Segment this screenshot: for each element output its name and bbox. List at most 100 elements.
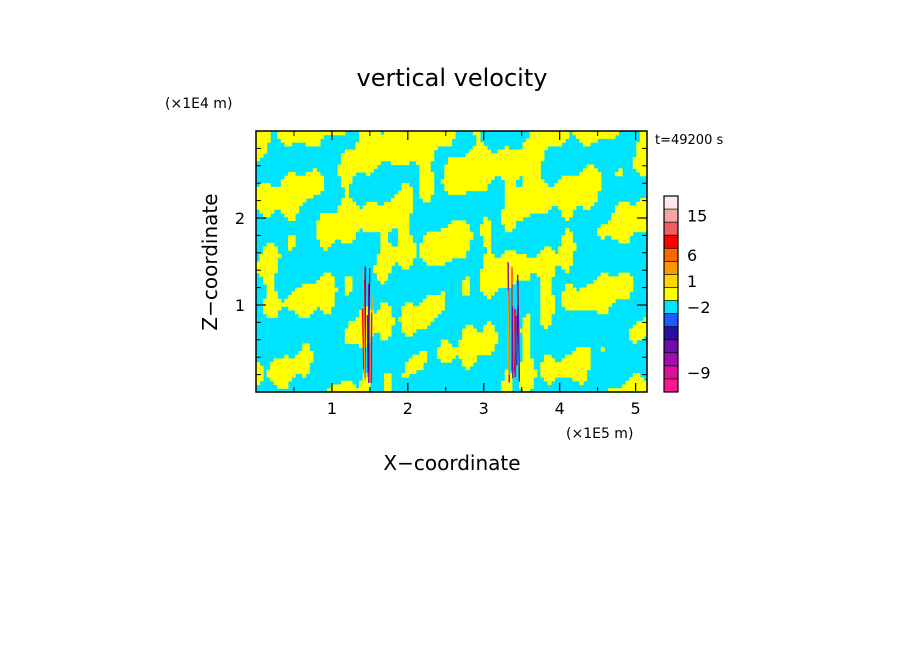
updraft-region [607,220,647,225]
updraft-region [302,343,310,348]
updraft-region [408,358,428,363]
updraft-region [462,358,477,363]
updraft-region [469,149,492,154]
updraft-region [561,302,612,307]
updraft-region [487,295,492,300]
updraft-region [398,242,417,248]
updraft-region [501,388,513,392]
updraft-region [256,138,271,143]
updraft-region [380,250,417,255]
updraft-region [501,254,527,259]
updraft-region [504,183,516,188]
updraft-region [618,168,623,173]
updraft-region [284,213,296,218]
updraft-region [277,384,289,389]
updraft-region [540,280,552,285]
updraft-region [401,265,410,270]
updraft-region [561,209,573,214]
colorbar-frame [663,195,679,393]
updraft-region [543,377,556,382]
updraft-region [579,380,584,386]
updraft-region [479,276,531,281]
updraft-region [462,332,499,337]
updraft-region [561,265,570,270]
updraft-region [298,313,310,318]
y-tick-label-2: 2 [235,209,245,228]
updraft-region [479,227,492,233]
updraft-region [259,257,278,262]
updraft-region [344,332,374,337]
updraft-region [558,246,577,251]
updraft-region [344,190,349,195]
colorbar-label-0: 15 [687,207,707,226]
updraft-region [419,242,470,248]
updraft-region [540,298,556,304]
updraft-region [423,198,431,203]
updraft-region [632,160,647,166]
updraft-region [579,287,634,292]
updraft-region [561,291,630,296]
updraft-region [643,317,647,322]
updraft-region [419,246,470,251]
updraft-region [636,168,647,173]
y-axis-label: Z−coordinate [198,193,222,330]
colorbar-level-4 [664,326,678,341]
updraft-region [263,306,282,311]
updraft-region [362,377,371,382]
updraft-region [600,235,605,240]
updraft-region [419,168,431,173]
updraft-region [419,175,435,180]
updraft-region [419,183,435,188]
updraft-region [615,172,623,177]
updraft-region [344,276,353,281]
updraft-region [355,317,396,322]
updraft-region [380,306,392,311]
updraft-region [558,179,602,184]
updraft-region [639,172,647,177]
updraft-region [256,205,300,210]
updraft-region [405,332,413,337]
updraft-region [597,276,634,281]
updraft-region [256,190,321,195]
updraft-region [256,261,278,266]
updraft-region [284,354,289,359]
updraft-region [405,365,424,371]
updraft-region [295,354,314,359]
updraft-region [472,145,488,151]
updraft-region [483,216,488,221]
updraft-region [519,380,534,386]
updraft-region [341,239,353,244]
updraft-region [344,186,349,192]
updraft-region [479,280,516,285]
updraft-region [341,201,357,207]
updraft-region [636,321,647,326]
updraft-region [540,373,588,378]
colorbar-label-3: −2 [687,298,711,317]
updraft-region [383,131,456,136]
updraft-region [504,145,509,151]
updraft-region [256,201,303,207]
updraft-region [401,321,431,326]
updraft-region [337,168,374,173]
updraft-region [583,168,598,173]
updraft-region [529,134,570,139]
updraft-region [316,220,410,225]
updraft-region [316,227,360,233]
updraft-region [522,321,531,326]
updraft-region [636,145,647,151]
updraft-region [287,172,296,177]
colorbar-label-1: 6 [687,246,697,265]
updraft-region [540,365,591,371]
updraft-region [561,239,573,244]
updraft-region [504,186,602,192]
updraft-region [522,358,534,363]
updraft-region [256,145,268,151]
updraft-region [618,239,630,244]
updraft-region [462,328,477,333]
updraft-region [426,261,445,266]
updraft-region [383,373,392,378]
updraft-region [426,231,474,236]
velocity-field [256,131,647,392]
updraft-region [305,142,321,147]
updraft-region [462,336,499,341]
